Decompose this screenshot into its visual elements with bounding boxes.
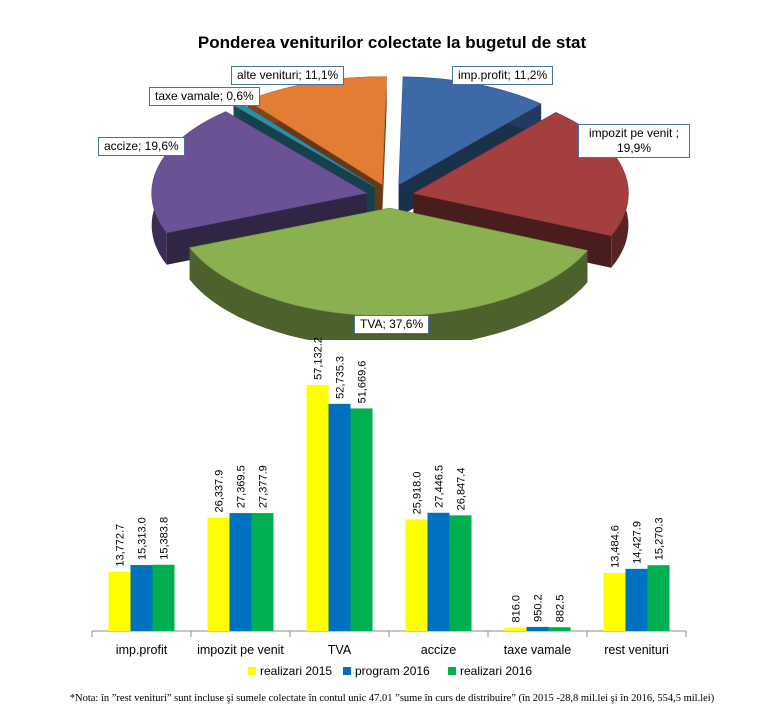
bar-4-0 <box>504 627 527 631</box>
bar-data-label: 816.0 <box>511 595 523 623</box>
bar-5-2 <box>647 565 670 631</box>
bar-data-label: 27,446.5 <box>434 465 446 508</box>
x-tick-label: taxe vamale <box>504 643 571 657</box>
bar-5-1 <box>625 568 648 631</box>
bar-3-2 <box>449 515 472 631</box>
pie-label-tva: TVA; 37,6% <box>354 315 430 334</box>
legend-entry: program 2016 <box>355 664 430 678</box>
bar-1-1 <box>229 513 252 631</box>
pie-chart <box>151 76 629 340</box>
bar-data-label: 950.2 <box>533 594 545 622</box>
bar-2-2 <box>350 408 373 631</box>
pie-label-imp-profit: imp.profit; 11,2% <box>452 66 554 85</box>
legend-swatch <box>343 667 351 675</box>
bar-data-label: 15,383.8 <box>159 517 171 560</box>
pie-slice-1 <box>412 112 629 237</box>
bar-4-1 <box>526 626 549 631</box>
x-tick-label: TVA <box>328 643 352 657</box>
footnote: *Nota: în ”rest venituri” sunt incluse ş… <box>69 693 715 704</box>
legend-entry: realizari 2015 <box>260 664 332 678</box>
bar-data-label: 13,772.7 <box>115 524 127 567</box>
bar-data-label: 882.5 <box>555 595 567 623</box>
pie-slice-3 <box>151 111 368 234</box>
bar-4-2 <box>548 627 571 631</box>
pie-chart-title: Ponderea veniturilor colectate la bugetu… <box>197 33 587 52</box>
bar-data-label: 51,669.6 <box>357 361 369 404</box>
legend-entry: realizari 2016 <box>460 664 532 678</box>
legend-swatch <box>448 667 456 675</box>
bar-3-1 <box>427 512 450 631</box>
bar-2-0 <box>306 384 329 631</box>
bar-5-0 <box>603 572 626 631</box>
bar-data-label: 27,377.9 <box>258 465 270 508</box>
bar-0-0 <box>108 571 131 631</box>
bar-0-2 <box>152 564 175 631</box>
bar-data-label: 14,427.9 <box>632 521 644 564</box>
bar-3-0 <box>405 519 428 631</box>
bar-data-label: 27,369.5 <box>236 465 248 508</box>
bar-data-label: 15,313.0 <box>137 517 149 560</box>
bar-1-2 <box>251 513 274 631</box>
bar-data-label: 26,337.9 <box>214 470 226 513</box>
pie-label-impozit-venit-text: impozit pe venit ; 19,9% <box>588 126 680 155</box>
bar-data-label: 13,484.6 <box>610 525 622 568</box>
bar-data-label: 25,918.0 <box>412 472 424 515</box>
bar-data-label: 52,735.3 <box>335 356 347 399</box>
bar-data-label: 26,847.4 <box>456 468 468 511</box>
x-tick-label: rest venituri <box>604 643 669 657</box>
pie-label-accize: accize; 19,6% <box>98 137 185 156</box>
bar-1-0 <box>207 517 230 631</box>
pie-label-alte-venituri: alte venituri; 11,1% <box>231 66 345 85</box>
legend-swatch <box>248 667 256 675</box>
x-tick-label: impozit pe venit <box>197 643 284 657</box>
x-tick-label: accize <box>421 643 456 657</box>
bar-0-1 <box>130 565 153 631</box>
bar-2-1 <box>328 403 351 631</box>
pie-label-impozit-venit: impozit pe venit ; 19,9% <box>578 124 690 158</box>
bar-data-label: 15,270.3 <box>654 517 666 560</box>
x-tick-label: imp.profit <box>116 643 168 657</box>
pie-label-taxe-vamale: taxe vamale; 0,6% <box>149 87 260 106</box>
bar-data-label: 57,132.2 <box>313 337 325 380</box>
